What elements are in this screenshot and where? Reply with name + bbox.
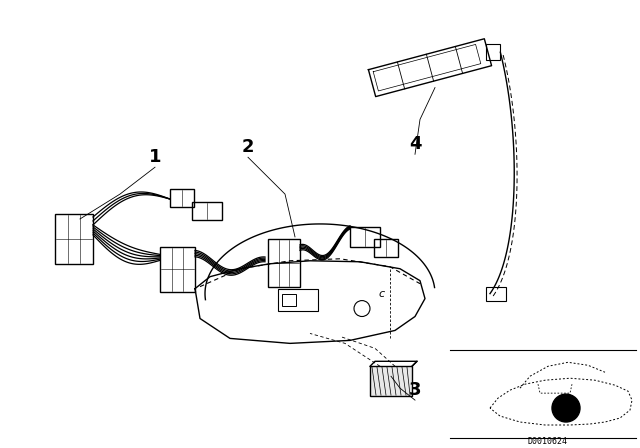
Bar [282,293,296,306]
Text: 2: 2 [242,138,254,156]
Text: 4: 4 [409,135,421,153]
Bar [486,44,500,60]
Bar [374,239,398,257]
Text: D0010624: D0010624 [527,437,567,446]
Bar [170,189,194,207]
Bar [278,289,318,310]
Bar [268,239,300,287]
Bar [350,227,380,247]
Bar [55,214,93,264]
Bar [370,366,412,396]
Text: c: c [379,289,385,299]
Text: 1: 1 [148,148,161,166]
Text: 3: 3 [409,381,421,399]
Bar [486,287,506,301]
Bar [160,247,195,292]
Circle shape [552,394,580,422]
Bar [192,202,222,220]
